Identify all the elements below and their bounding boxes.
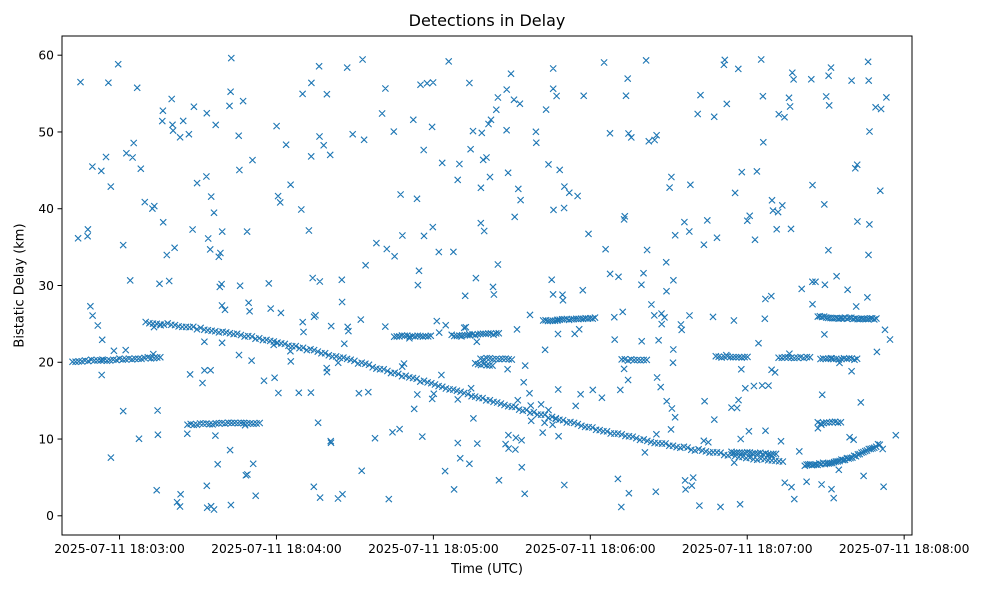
y-tick-label: 30 <box>38 279 54 293</box>
x-tick-label: 2025-07-11 18:04:00 <box>211 542 342 556</box>
x-tick-label: 2025-07-11 18:06:00 <box>525 542 656 556</box>
y-tick-label: 60 <box>38 48 54 62</box>
chart-title: Detections in Delay <box>408 11 566 30</box>
x-tick-label: 2025-07-11 18:07:00 <box>682 542 813 556</box>
x-axis-label: Time (UTC) <box>451 562 523 577</box>
y-tick-label: 10 <box>38 432 54 446</box>
x-tick-label: 2025-07-11 18:05:00 <box>368 542 499 556</box>
x-tick-label: 2025-07-11 18:08:00 <box>839 542 970 556</box>
y-tick-label: 40 <box>38 202 54 216</box>
y-tick-label: 20 <box>38 356 54 370</box>
x-tick-label: 2025-07-11 18:03:00 <box>54 542 185 556</box>
y-tick-label: 50 <box>38 125 54 139</box>
y-tick-label: 0 <box>46 509 54 523</box>
detection-markers <box>69 54 900 513</box>
